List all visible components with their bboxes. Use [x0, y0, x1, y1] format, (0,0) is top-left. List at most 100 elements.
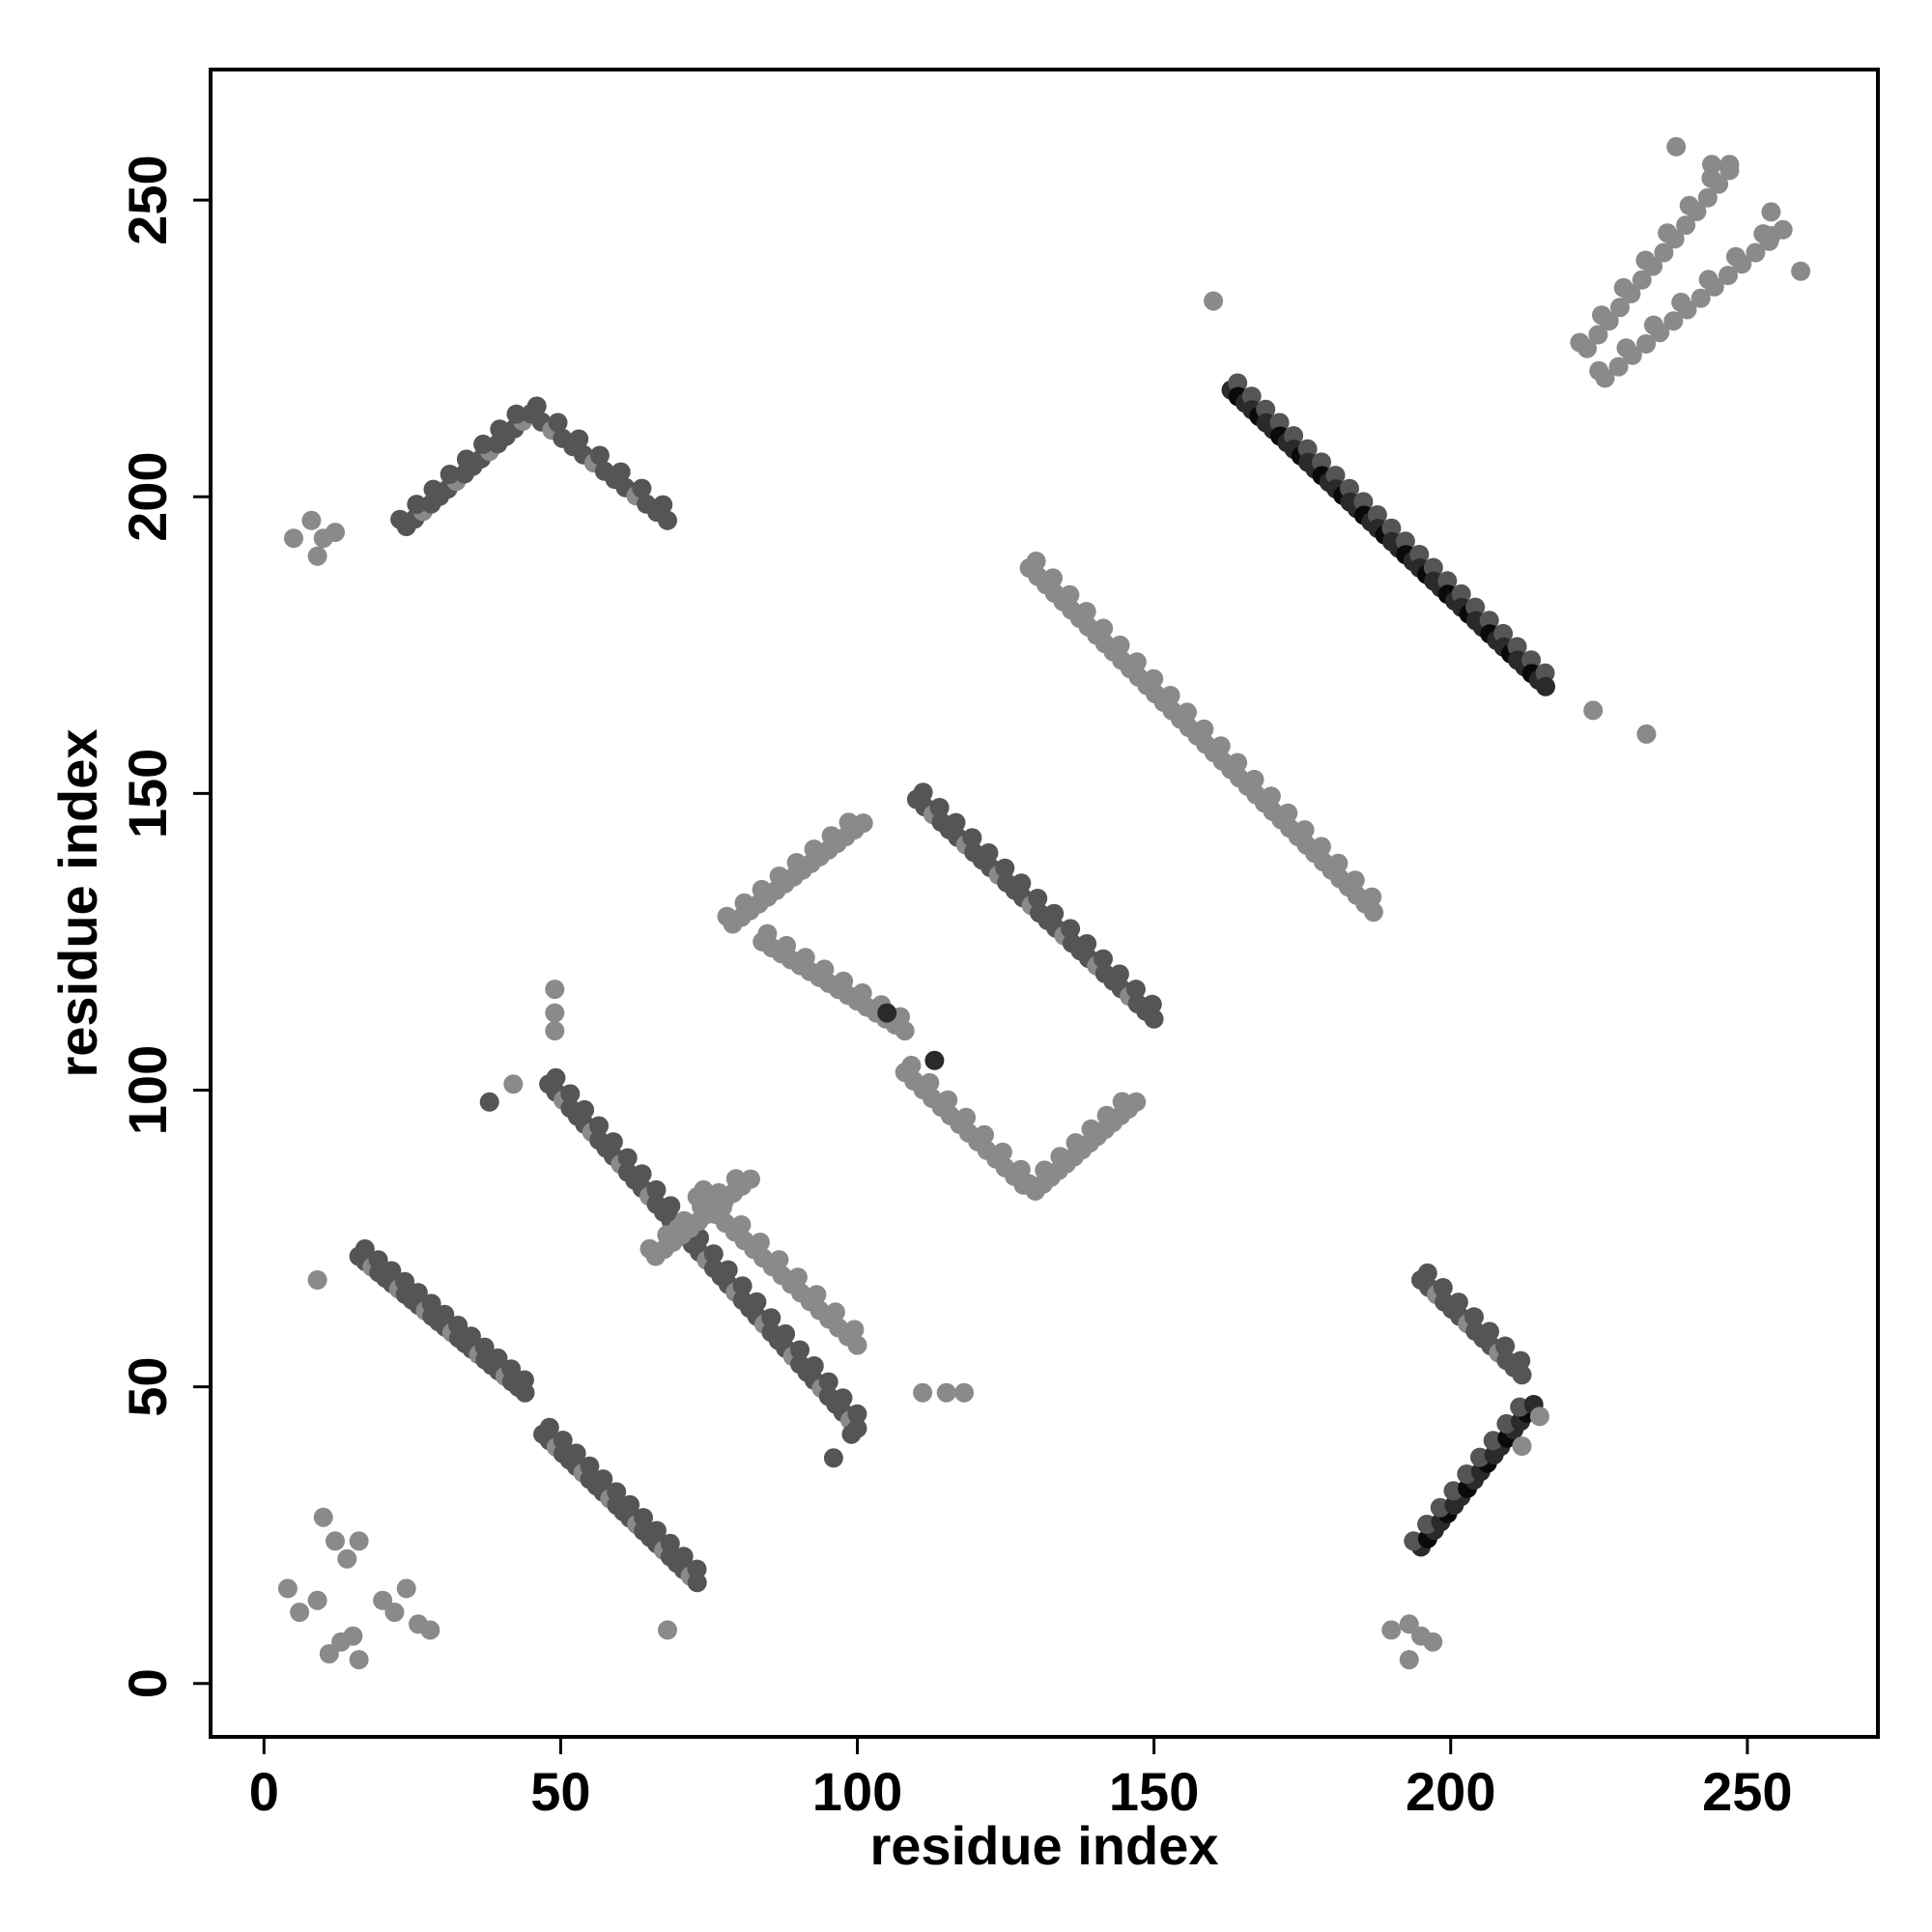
contact-point	[1437, 571, 1458, 591]
contact-point	[804, 839, 824, 860]
contact-point	[1423, 1632, 1443, 1652]
contact-point	[456, 449, 476, 469]
contact-point	[326, 1531, 345, 1551]
contact-point	[384, 1603, 405, 1622]
y-tick-label: 250	[117, 155, 178, 244]
contact-point	[1256, 399, 1276, 419]
contact-point	[1535, 663, 1555, 683]
contact-point	[1210, 736, 1231, 756]
contact-point	[658, 510, 677, 530]
contact-point	[1325, 466, 1346, 486]
x-tick-label: 100	[812, 1761, 902, 1822]
contact-point	[769, 867, 789, 886]
contact-point	[1261, 786, 1281, 807]
contact-point	[1142, 994, 1162, 1014]
contact-point	[1043, 568, 1063, 588]
contact-point	[349, 1531, 369, 1551]
contact-point	[420, 1620, 440, 1640]
contact-point	[1228, 373, 1248, 393]
contact-point	[589, 1116, 609, 1136]
contact-point	[1791, 261, 1811, 281]
contact-point	[1725, 246, 1746, 267]
contact-point	[1312, 837, 1331, 857]
contact-point	[290, 1603, 310, 1622]
contact-point	[847, 1335, 867, 1355]
contact-point	[639, 1238, 660, 1259]
contact-point	[1126, 1092, 1147, 1112]
plot-frame	[209, 68, 1880, 1739]
contact-point	[301, 510, 322, 530]
contact-point	[1294, 820, 1315, 840]
contact-point	[1512, 1365, 1532, 1385]
contact-point	[1616, 338, 1636, 358]
contact-point	[1671, 293, 1691, 312]
contact-point	[313, 1507, 333, 1527]
contact-point	[632, 1164, 652, 1184]
contact-point	[1096, 1105, 1117, 1125]
contact-point	[423, 479, 443, 499]
contact-point	[776, 1323, 796, 1344]
contact-point	[1011, 873, 1032, 894]
contact-point	[526, 396, 547, 416]
contact-point	[1570, 332, 1590, 353]
contact-point	[913, 1382, 933, 1403]
contact-point	[823, 1448, 843, 1468]
contact-point	[1065, 1133, 1086, 1152]
contact-point	[703, 1244, 724, 1264]
contact-point	[503, 1074, 524, 1094]
contact-point	[343, 1626, 363, 1646]
x-axis-title: residue index	[869, 1815, 1218, 1876]
contact-point	[747, 1292, 767, 1312]
x-tick-label: 50	[530, 1761, 590, 1822]
contact-point	[560, 1084, 581, 1104]
contact-point	[1719, 266, 1738, 286]
contact-point	[818, 1372, 838, 1392]
contact-point	[548, 412, 568, 433]
contact-point	[1507, 637, 1527, 657]
contact-point	[790, 1340, 810, 1360]
contact-point	[750, 1233, 770, 1252]
contact-point	[853, 813, 873, 834]
contact-point	[954, 1382, 975, 1403]
contact-point	[307, 546, 327, 566]
contact-point	[319, 1644, 339, 1663]
contact-point	[1112, 1092, 1132, 1112]
contact-point	[687, 1559, 707, 1579]
contact-point	[804, 1356, 824, 1376]
contact-point	[1399, 1614, 1419, 1634]
contact-point	[1312, 452, 1331, 472]
contact-point	[1061, 919, 1081, 939]
contact-point	[1448, 1293, 1468, 1313]
contact-point	[1636, 724, 1657, 744]
y-tick-label: 150	[117, 749, 178, 838]
contact-point	[589, 445, 610, 466]
contact-point	[725, 1169, 746, 1189]
contact-point	[545, 980, 565, 1000]
contact-point	[674, 1210, 695, 1231]
y-tick-label: 100	[117, 1045, 178, 1135]
contact-point	[786, 853, 807, 872]
contact-point	[929, 798, 950, 817]
contact-point	[741, 1169, 760, 1189]
contact-point	[479, 1092, 499, 1112]
contact-point	[473, 434, 494, 454]
contact-point	[992, 1142, 1012, 1162]
contact-point	[913, 782, 933, 803]
contact-point	[1521, 650, 1542, 670]
contact-point	[821, 826, 841, 846]
contact-point	[1381, 518, 1402, 538]
contact-point	[709, 1182, 728, 1203]
contact-point	[844, 1320, 865, 1340]
contact-point	[847, 1404, 867, 1424]
contact-point	[1178, 702, 1197, 723]
contact-point	[962, 828, 982, 848]
contact-point	[1395, 531, 1415, 552]
contact-point	[545, 1003, 565, 1023]
x-axis-ticks: 0 50 100 150 200 250	[249, 1737, 1793, 1822]
contact-point	[575, 1099, 595, 1120]
contact-point	[284, 528, 303, 549]
contact-point	[1608, 356, 1629, 377]
contact-point	[307, 1590, 327, 1610]
contact-point	[1658, 223, 1678, 243]
contact-point	[1110, 635, 1130, 655]
